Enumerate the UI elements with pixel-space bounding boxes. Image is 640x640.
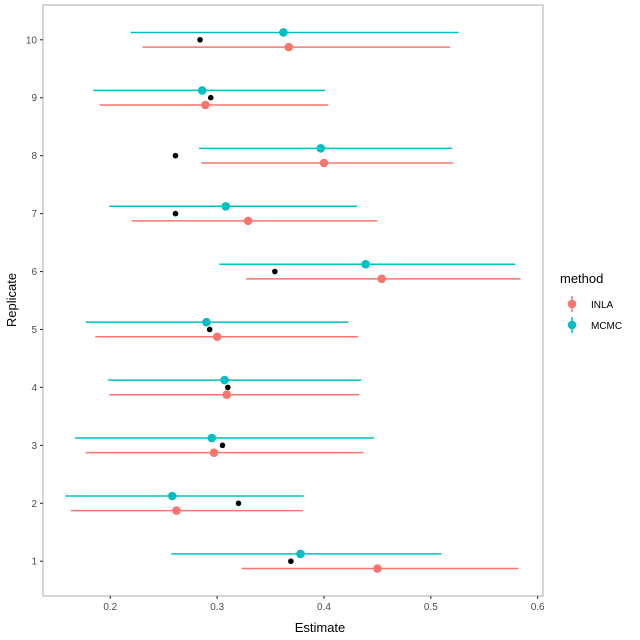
x-tick-label: 0.2: [103, 602, 117, 613]
y-tick-label: 8: [31, 151, 37, 162]
plot-panel: [42, 4, 544, 597]
series-mcmc: [65, 28, 516, 559]
true-value-point: [219, 442, 226, 449]
true-values: [172, 36, 294, 565]
point-inla: [222, 390, 232, 400]
x-axis-label: Estimate: [295, 620, 346, 635]
y-tick-label: 5: [31, 325, 37, 336]
point-mcmc: [167, 491, 177, 501]
true-value-point: [288, 558, 294, 565]
true-value-point: [207, 94, 214, 101]
point-inla: [319, 158, 329, 168]
y-tick-label: 7: [31, 209, 37, 220]
y-tick-label: 10: [26, 35, 38, 46]
x-tick-label: 0.4: [317, 602, 331, 613]
point-mcmc: [296, 549, 305, 559]
true-value-point: [235, 500, 242, 507]
true-value-point: [206, 326, 213, 333]
legend-label: MCMC: [591, 321, 622, 332]
point-inla: [201, 100, 210, 110]
true-value-point: [225, 384, 231, 391]
true-value-point: [197, 36, 203, 43]
point-inla: [377, 274, 386, 284]
legend: method INLA MCMC: [560, 271, 622, 333]
point-mcmc: [202, 317, 211, 327]
y-tick-label: 9: [31, 93, 37, 104]
y-tick-label: 1: [31, 557, 37, 568]
legend-key-point: [567, 320, 577, 330]
point-mcmc: [361, 259, 370, 269]
point-inla: [373, 564, 382, 573]
legend-title: method: [560, 271, 603, 286]
y-axis-label: Replicate: [4, 273, 19, 327]
point-mcmc: [197, 86, 207, 95]
point-mcmc: [279, 28, 288, 37]
point-mcmc: [221, 201, 230, 211]
series-inla: [70, 42, 521, 573]
true-value-point: [272, 268, 278, 275]
y-tick-label: 2: [31, 499, 37, 510]
point-mcmc: [220, 375, 229, 385]
y-tick-label: 3: [31, 441, 37, 452]
point-mcmc: [207, 433, 217, 443]
y-tick-label: 4: [31, 383, 37, 394]
point-inla: [212, 332, 222, 342]
x-tick-label: 0.3: [210, 602, 224, 613]
point-inla: [243, 216, 253, 226]
true-value-point: [172, 210, 179, 217]
point-mcmc: [316, 144, 326, 153]
x-tick-label: 0.5: [424, 602, 438, 613]
x-tick-label: 0.6: [531, 602, 545, 613]
legend-label: INLA: [591, 300, 614, 311]
y-tick-label: 6: [31, 267, 37, 278]
legend-key-point: [567, 299, 577, 309]
point-inla: [172, 506, 181, 515]
true-value-point: [172, 152, 179, 159]
point-inla: [209, 448, 219, 457]
point-inla: [284, 42, 294, 52]
